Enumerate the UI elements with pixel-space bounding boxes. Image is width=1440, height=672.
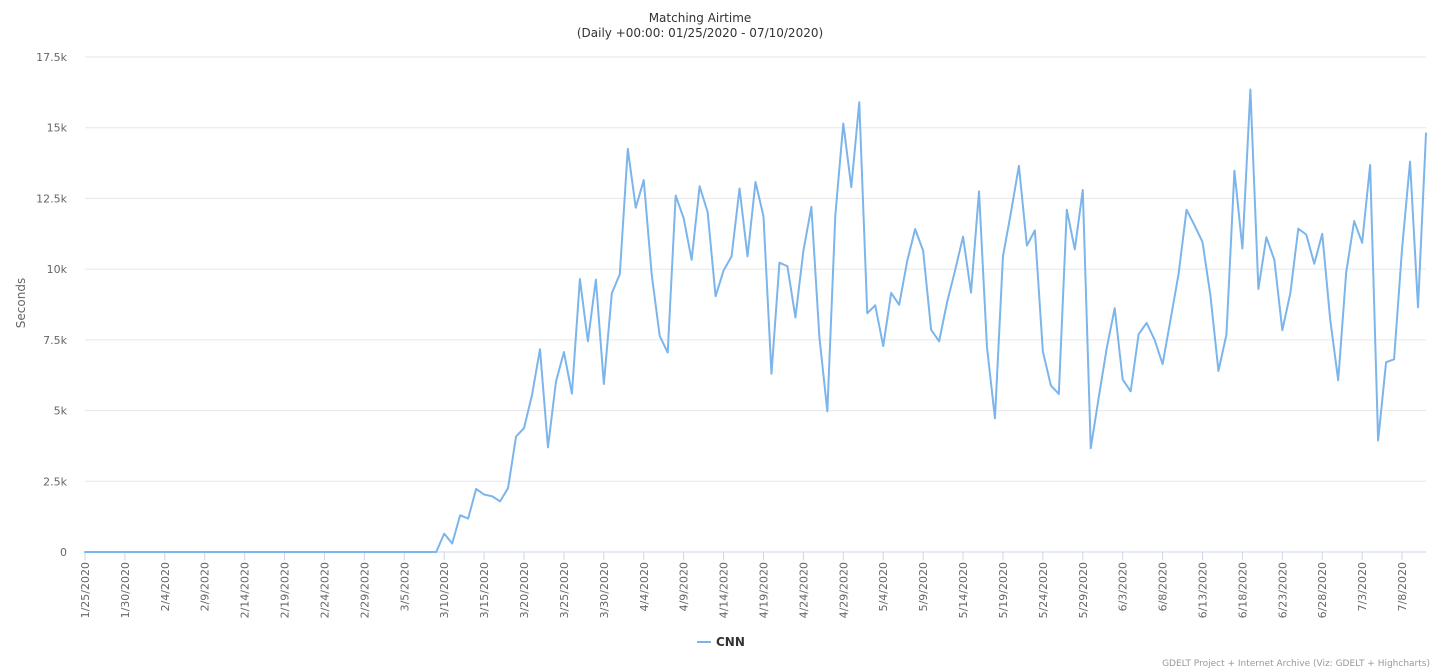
x-tick-label: 6/23/2020: [1276, 562, 1289, 618]
y-tick-label: 0: [60, 546, 67, 559]
y-tick-label: 7.5k: [43, 334, 67, 347]
x-tick-label: 7/3/2020: [1356, 562, 1369, 611]
y-tick-label: 5k: [54, 405, 68, 418]
x-tick-label: 2/9/2020: [199, 562, 212, 611]
x-tick-label: 3/30/2020: [598, 562, 611, 618]
x-tick-label: 3/5/2020: [398, 562, 411, 611]
x-tick-label: 2/14/2020: [239, 562, 252, 618]
x-tick-label: 4/9/2020: [678, 562, 691, 611]
x-tick-label: 5/14/2020: [957, 562, 970, 618]
y-axis-label: Seconds: [14, 278, 28, 328]
x-tick-label: 3/20/2020: [518, 562, 531, 618]
x-tick-label: 3/15/2020: [478, 562, 491, 618]
x-tick-label: 5/9/2020: [917, 562, 930, 611]
x-tick-label: 2/24/2020: [318, 562, 331, 618]
x-tick-label: 6/3/2020: [1117, 562, 1130, 611]
x-axis-ticks: 1/25/2020 1/30/2020 2/4/2020 2/9/2020 2/14/2…: [79, 552, 1409, 618]
x-tick-label: 6/8/2020: [1157, 562, 1170, 611]
legend-label-cnn: CNN: [716, 635, 745, 649]
y-tick-label: 12.5k: [36, 192, 67, 205]
x-tick-label: 4/14/2020: [718, 562, 731, 618]
x-tick-label: 4/24/2020: [797, 562, 810, 618]
x-tick-label: 1/30/2020: [119, 562, 132, 618]
y-tick-label: 15k: [47, 122, 68, 135]
chart-title: Matching Airtime: [649, 11, 752, 25]
x-tick-label: 3/10/2020: [438, 562, 451, 618]
x-tick-label: 5/19/2020: [997, 562, 1010, 618]
x-tick-label: 5/29/2020: [1077, 562, 1090, 618]
x-tick-label: 2/19/2020: [279, 562, 292, 618]
x-tick-label: 4/4/2020: [638, 562, 651, 611]
legend[interactable]: CNN: [697, 635, 745, 649]
x-tick-label: 2/29/2020: [358, 562, 371, 618]
x-tick-label: 4/29/2020: [837, 562, 850, 618]
x-tick-label: 5/24/2020: [1037, 562, 1050, 618]
x-tick-label: 7/8/2020: [1396, 562, 1409, 611]
x-tick-label: 6/13/2020: [1197, 562, 1210, 618]
y-tick-label: 17.5k: [36, 51, 67, 64]
y-axis-ticks: 0 2.5k 5k 7.5k 10k 12.5k 15k 17.5k: [36, 51, 67, 559]
x-tick-label: 1/25/2020: [79, 562, 92, 618]
x-tick-label: 3/25/2020: [558, 562, 571, 618]
gridlines: [85, 56, 1426, 482]
chart-subtitle: (Daily +00:00: 01/25/2020 - 07/10/2020): [577, 26, 823, 40]
x-tick-label: 6/18/2020: [1236, 562, 1249, 618]
y-tick-label: 2.5k: [43, 475, 67, 488]
credits[interactable]: GDELT Project + Internet Archive (Viz: G…: [1162, 659, 1430, 669]
series-line-cnn[interactable]: [84, 88, 1427, 553]
x-tick-label: 2/4/2020: [159, 562, 172, 611]
x-tick-label: 5/4/2020: [877, 562, 890, 611]
y-tick-label: 10k: [47, 263, 68, 276]
x-tick-label: 4/19/2020: [757, 562, 770, 618]
x-tick-label: 6/28/2020: [1316, 562, 1329, 618]
